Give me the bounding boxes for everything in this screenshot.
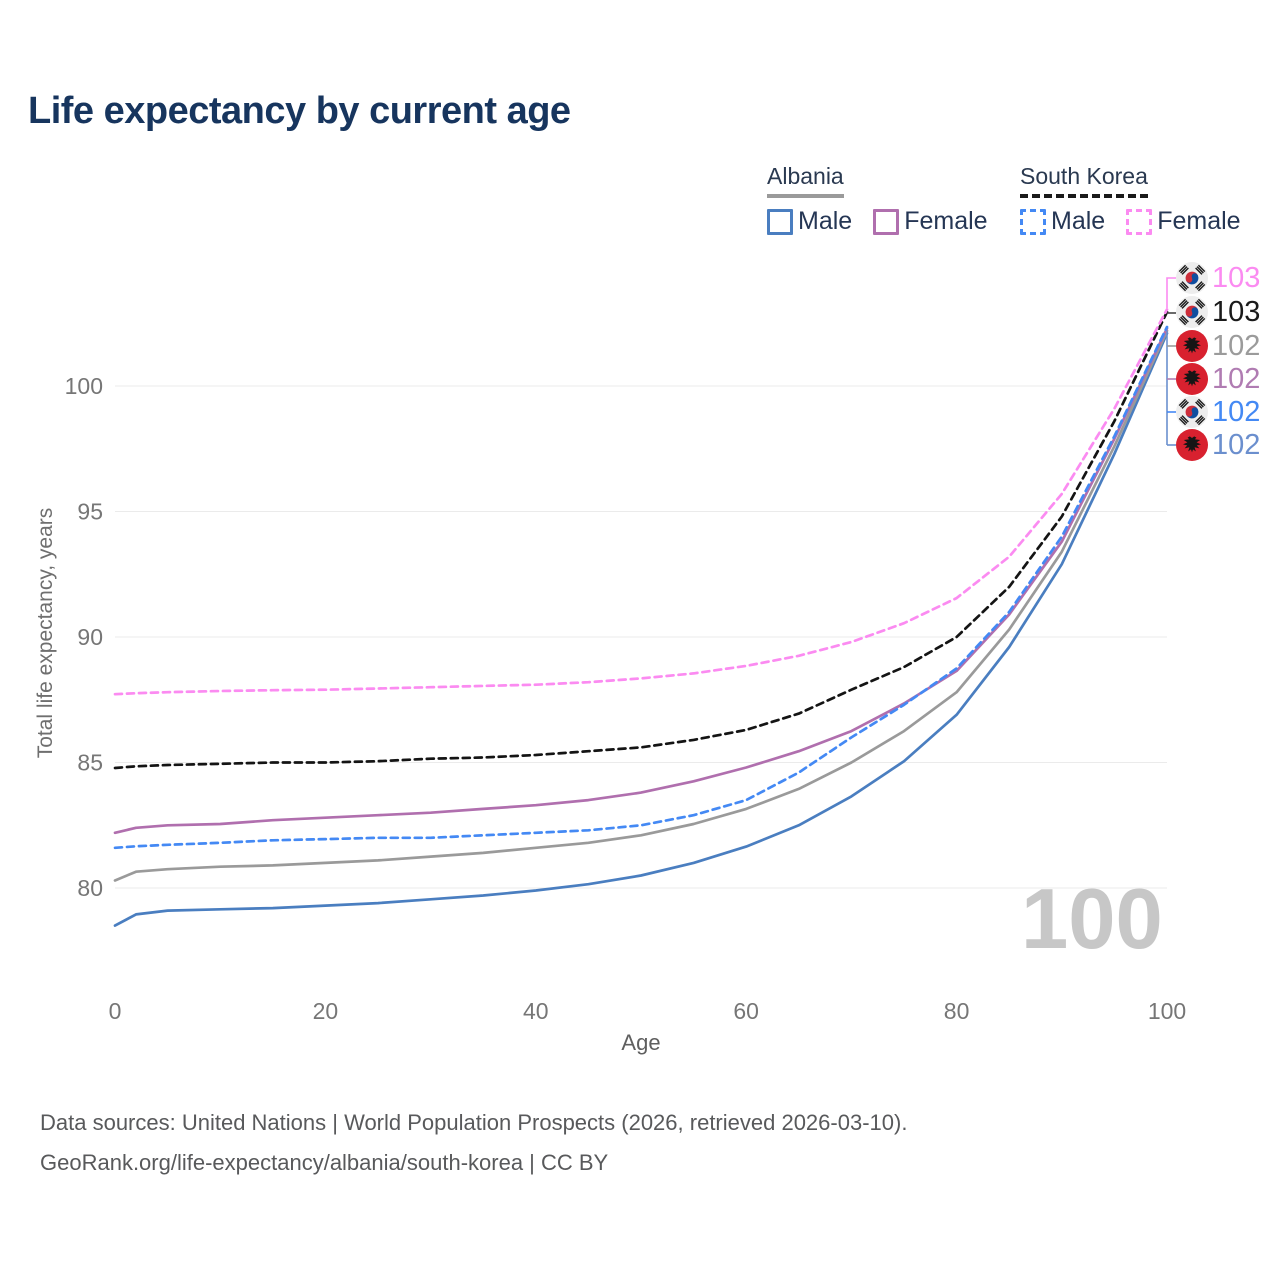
x-axis-title: Age xyxy=(621,1030,660,1055)
flag-kr-icon xyxy=(1176,396,1208,428)
footer-data-sources: Data sources: United Nations | World Pop… xyxy=(40,1110,908,1135)
legend-group-label-albania: Albania xyxy=(767,163,844,198)
legend-group-title-south-korea: South Korea xyxy=(1020,163,1241,198)
legend-group-label-south-korea: South Korea xyxy=(1020,163,1148,198)
end-label-value: 103 xyxy=(1212,262,1260,294)
flag-kr-icon xyxy=(1176,262,1208,294)
y-axis-title: Total life expectancy, years xyxy=(34,508,57,759)
leader-line-sk-female xyxy=(1166,277,1176,308)
x-tick-label: 60 xyxy=(733,998,759,1024)
legend-item-label-albania-male: Male xyxy=(798,207,853,235)
end-label-value: 103 xyxy=(1212,296,1260,328)
legend-item-label-south-korea-female: Female xyxy=(1157,207,1241,235)
legend-item-label-albania-female: Female xyxy=(904,207,988,235)
legend-group-south-korea: South Korea Male Female xyxy=(1020,163,1241,236)
flag-kr-icon xyxy=(1176,296,1208,328)
end-label-value: 102 xyxy=(1212,363,1260,395)
y-tick-label: 100 xyxy=(65,373,103,399)
footer-attribution: GeoRank.org/life-expectancy/albania/sout… xyxy=(40,1150,609,1175)
legend-group-albania: Albania Male Female xyxy=(767,163,988,236)
flag-al-icon xyxy=(1176,363,1208,395)
series-line-south-korea-male xyxy=(113,325,1169,850)
y-tick-label: 80 xyxy=(77,875,103,901)
south-korea-male-swatch-icon xyxy=(1020,208,1046,235)
x-tick-label: 20 xyxy=(313,998,339,1024)
series-line-south-korea-total xyxy=(113,310,1169,770)
legend-item-south-korea-female[interactable]: Female xyxy=(1126,207,1241,236)
x-tick-label: 40 xyxy=(523,998,549,1024)
albania-male-swatch-icon xyxy=(767,208,793,235)
end-label-value: 102 xyxy=(1212,330,1260,362)
series-line-albania-male xyxy=(113,331,1169,927)
y-tick-label: 85 xyxy=(77,750,103,776)
south-korea-female-swatch-icon xyxy=(1126,208,1153,235)
page-title: Life expectancy by current age xyxy=(28,90,571,132)
x-tick-label: 100 xyxy=(1148,998,1186,1024)
end-label-value: 102 xyxy=(1212,429,1260,461)
series-line-albania-total xyxy=(113,329,1169,882)
x-tick-label: 80 xyxy=(944,998,970,1024)
legend-item-label-south-korea-male: Male xyxy=(1051,207,1106,235)
albania-female-swatch-icon xyxy=(873,208,900,235)
flag-al-icon xyxy=(1176,330,1208,362)
legend-group-title-albania: Albania xyxy=(767,163,988,198)
legend-item-south-korea-male[interactable]: Male xyxy=(1020,207,1105,236)
x-tick-label: 0 xyxy=(109,998,122,1024)
series-line-albania-female xyxy=(113,326,1169,835)
flag-al-icon xyxy=(1176,429,1208,461)
watermark-100: 100 xyxy=(1021,872,1163,967)
y-tick-label: 90 xyxy=(77,624,103,650)
legend-item-albania-female[interactable]: Female xyxy=(873,207,988,236)
y-tick-label: 95 xyxy=(77,499,103,525)
series-line-south-korea-female xyxy=(113,308,1169,696)
legend-item-albania-male[interactable]: Male xyxy=(767,207,852,236)
end-label-value: 102 xyxy=(1212,396,1260,428)
